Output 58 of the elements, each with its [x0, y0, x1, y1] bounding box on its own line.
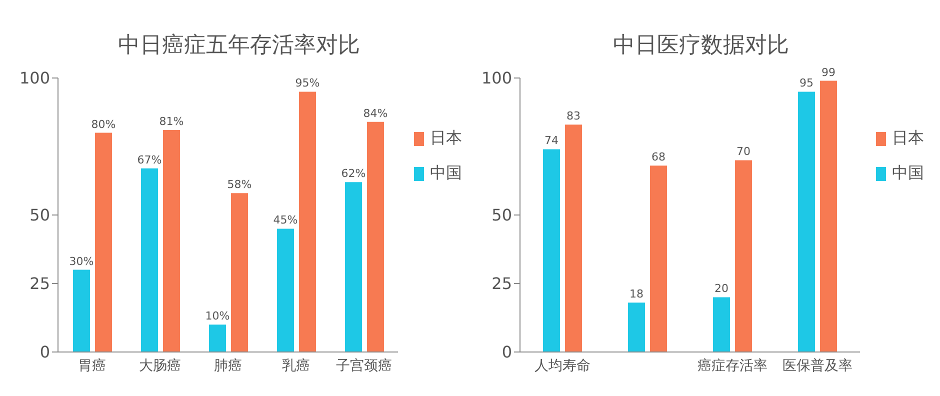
bar: [628, 302, 645, 352]
x-tick-label: 人均寿命: [534, 358, 590, 374]
y-tick-label: 25: [30, 274, 50, 294]
y-tick-label: 0: [40, 342, 50, 362]
data-label: 67%: [137, 153, 162, 166]
bar: [735, 160, 752, 352]
bar: [141, 168, 158, 352]
data-label: 30%: [69, 254, 94, 268]
bar: [345, 182, 362, 352]
data-label: 68: [652, 150, 666, 164]
data-label: 83: [566, 110, 580, 123]
legend-label: 中国: [892, 163, 924, 184]
bar: [713, 297, 730, 352]
data-label: 84%: [363, 106, 388, 120]
bar: [277, 228, 294, 352]
y-tick-label: 0: [502, 342, 512, 362]
x-tick-label: 肺癌: [214, 358, 242, 374]
x-tick-label: 胃癌: [78, 358, 106, 374]
x-tick-label: 乳癌: [282, 358, 310, 374]
bar: [73, 270, 90, 352]
chart-title: 中日医疗数据对比: [612, 32, 790, 60]
data-label: 74: [544, 134, 558, 148]
chart-title: 中日癌症五年存活率对比: [117, 32, 361, 60]
legend-label: 日本: [430, 128, 462, 149]
data-label: 81%: [159, 115, 184, 128]
bar: [820, 80, 837, 352]
data-label: 70: [736, 145, 750, 158]
legend-label: 中国: [430, 163, 462, 184]
bar: [95, 132, 112, 352]
data-label: 62%: [341, 167, 366, 180]
x-tick-label: 大肠癌: [139, 358, 181, 374]
bar: [209, 324, 226, 352]
data-label: 45%: [273, 214, 298, 227]
bar: [565, 124, 582, 352]
bar: [798, 92, 815, 352]
data-label: 99: [822, 66, 836, 79]
y-tick-label: 50: [30, 206, 50, 225]
bar: [367, 122, 384, 352]
data-label: 18: [630, 288, 644, 301]
data-label: 95%: [295, 76, 320, 90]
bar: [231, 193, 248, 352]
bar: [543, 149, 560, 352]
y-tick-label: 50: [492, 206, 512, 225]
y-tick-label: 100: [19, 68, 50, 88]
data-label: 80%: [91, 118, 116, 131]
legend-label: 日本: [892, 128, 924, 149]
bar: [163, 130, 180, 352]
bar: [650, 166, 667, 352]
x-tick-label: 癌症存活率: [698, 358, 768, 374]
x-tick-label: 子宫颈癌: [336, 358, 392, 374]
data-label: 10%: [205, 310, 230, 323]
y-tick-label: 25: [492, 274, 512, 294]
data-label: 58%: [227, 178, 252, 192]
y-tick-label: 100: [481, 68, 512, 88]
data-label: 20: [714, 282, 728, 296]
x-tick-label: 医保普及率: [782, 356, 852, 374]
data-label: 95: [800, 76, 814, 90]
bar: [299, 92, 316, 352]
